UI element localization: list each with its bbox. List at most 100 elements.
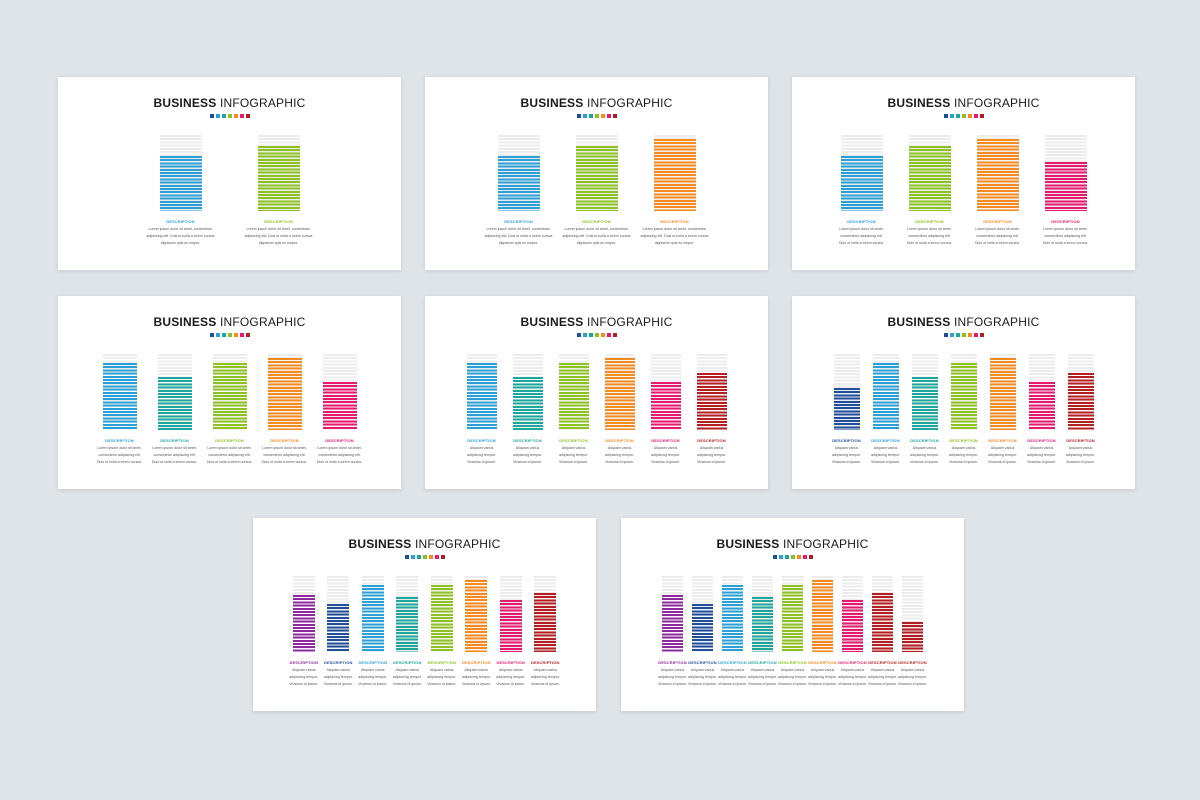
description-label: DESCRIPTION: [651, 438, 680, 443]
description-text: Duis ut nulla a lorem cursus.: [974, 241, 1021, 245]
bar-fill: [650, 382, 681, 430]
color-swatch: [973, 114, 978, 118]
description-text: Duis ut nulla a lorem cursus.: [1042, 241, 1089, 245]
slide-title: BUSINESS INFOGRAPHIC: [425, 96, 768, 110]
slide-4[interactable]: BUSINESS INFOGRAPHIC DESCRIPTION Lorem ips…: [58, 296, 401, 489]
description-label: DESCRIPTION: [748, 660, 777, 665]
description-text: Aliquam varius: [699, 446, 724, 450]
description-text: Aliquam varius: [291, 668, 316, 672]
description-label: DESCRIPTION: [393, 660, 422, 665]
slide-5[interactable]: BUSINESS INFOGRAPHIC DESCRIPTION Aliquam v…: [425, 296, 768, 489]
color-swatch: [943, 333, 948, 337]
bar-track: [159, 135, 202, 211]
description-label: DESCRIPTION: [513, 438, 542, 443]
description-text: Vivamus id ipsum.: [289, 682, 319, 686]
slide-6[interactable]: BUSINESS INFOGRAPHIC DESCRIPTION Aliquam v…: [792, 296, 1135, 489]
title-bold: BUSINESS: [887, 96, 951, 110]
bar-track: [989, 354, 1016, 430]
color-swatch: [588, 114, 593, 118]
description-label: DESCRIPTION: [949, 438, 978, 443]
title-bold: BUSINESS: [520, 96, 584, 110]
description-text: Vivamus id ipsum.: [909, 460, 940, 464]
bar-fill: [499, 600, 522, 652]
description-text: Aliquam varius: [498, 668, 523, 672]
description-text: Aliquam varius: [1029, 446, 1054, 450]
description-text: adipiscing tempor.: [530, 675, 560, 679]
bar-track: [1044, 135, 1087, 211]
color-swatch: [949, 333, 954, 337]
description-text: Vivamus id ipsum.: [987, 460, 1018, 464]
description-label: DESCRIPTION: [496, 660, 525, 665]
description-text: Duis ut nulla a lorem cursus.: [96, 460, 143, 464]
description-text: Vivamus id ipsum.: [496, 682, 526, 686]
bar-fill: [976, 138, 1019, 211]
slide-title: BUSINESS INFOGRAPHIC: [621, 537, 964, 551]
bar-fill: [212, 363, 247, 430]
color-swatches: [943, 114, 984, 118]
slide-title: BUSINESS INFOGRAPHIC: [425, 315, 768, 329]
description-text: Vivamus id ipsum.: [1026, 460, 1057, 464]
bar-column: DESCRIPTION Lorem ipsum dolor sit amet, co…: [317, 354, 362, 470]
bar-column: DESCRIPTION Aliquam varius adipiscing temp…: [1066, 354, 1095, 470]
description-label: DESCRIPTION: [847, 219, 876, 224]
bar-column: DESCRIPTION Aliquam varius adipiscing temp…: [496, 576, 525, 692]
description-text: adipiscing tempor.: [1027, 453, 1056, 457]
slide-2[interactable]: BUSINESS INFOGRAPHIC DESCRIPTION Lorem ips…: [425, 77, 768, 270]
bar-column: DESCRIPTION Aliquam varius adipiscing temp…: [1027, 354, 1056, 470]
title-light: INFOGRAPHIC: [950, 96, 1040, 110]
color-swatch: [606, 333, 611, 337]
color-swatch: [943, 114, 948, 118]
bar-fill: [558, 363, 589, 430]
description-text: Duis ut nulla a lorem cursus.: [206, 460, 253, 464]
description-text: Vivamus id ipsum.: [558, 460, 589, 464]
slide-3[interactable]: BUSINESS INFOGRAPHIC DESCRIPTION Lorem ips…: [792, 77, 1135, 270]
description-text: Vivamus id ipsum.: [831, 460, 862, 464]
bar-column: DESCRIPTION Aliquam varius adipiscing temp…: [462, 576, 491, 692]
bar-track: [102, 354, 137, 430]
color-swatch: [808, 555, 813, 559]
description-text: Aliquam varius: [834, 446, 859, 450]
description-text: Aliquam varius: [360, 668, 385, 672]
color-swatch: [227, 114, 232, 118]
slide-1[interactable]: BUSINESS INFOGRAPHIC DESCRIPTION Lorem ips…: [58, 77, 401, 270]
description-label: DESCRIPTION: [358, 660, 387, 665]
bar-fill: [833, 388, 860, 430]
description-text: adipiscing tempor.: [898, 675, 927, 679]
title-bold: BUSINESS: [153, 96, 217, 110]
description-label: DESCRIPTION: [166, 219, 195, 224]
description-text: Vivamus id ipsum.: [1065, 460, 1096, 464]
title-light: INFOGRAPHIC: [950, 315, 1040, 329]
bar-fill: [159, 156, 202, 211]
description-label: DESCRIPTION: [270, 438, 299, 443]
bar-fill: [908, 145, 951, 211]
description-label: DESCRIPTION: [467, 438, 496, 443]
description-text: Vivamus id ipsum.: [777, 682, 808, 686]
color-swatch: [233, 333, 238, 337]
description-text: Aliquam varius: [720, 668, 745, 672]
bar-column: DESCRIPTION Aliquam varius adipiscing temp…: [658, 576, 687, 692]
description-text: dignissim quis eu neque.: [160, 241, 201, 245]
bar-track: [650, 354, 681, 430]
description-text: adipiscing tempor.: [461, 675, 491, 679]
bar-track: [692, 576, 713, 652]
bar-fill: [361, 585, 384, 652]
description-label: DESCRIPTION: [697, 438, 726, 443]
color-swatch: [961, 333, 966, 337]
description-text: adipiscing tempor.: [467, 453, 496, 457]
description-text: Vivamus id ipsum.: [358, 682, 388, 686]
slide-7[interactable]: BUSINESS INFOGRAPHIC DESCRIPTION Aliquam v…: [253, 518, 596, 711]
description-label: DESCRIPTION: [871, 438, 900, 443]
description-text: adipiscing tempor.: [697, 453, 726, 457]
bar-track: [466, 354, 497, 430]
slide-title: BUSINESS INFOGRAPHIC: [58, 96, 401, 110]
title-bold: BUSINESS: [887, 315, 951, 329]
description-label: DESCRIPTION: [427, 660, 456, 665]
description-text: Vivamus id ipsum.: [466, 460, 497, 464]
slide-8[interactable]: BUSINESS INFOGRAPHIC DESCRIPTION Aliquam v…: [621, 518, 964, 711]
description-text: Duis ut nulla a lorem cursus.: [261, 460, 308, 464]
description-text: Vivamus id ipsum.: [657, 682, 688, 686]
bar-track: [908, 135, 951, 211]
bar-fill: [512, 376, 543, 430]
bar-track: [872, 576, 893, 652]
description-text: adipiscing tempor.: [427, 675, 457, 679]
